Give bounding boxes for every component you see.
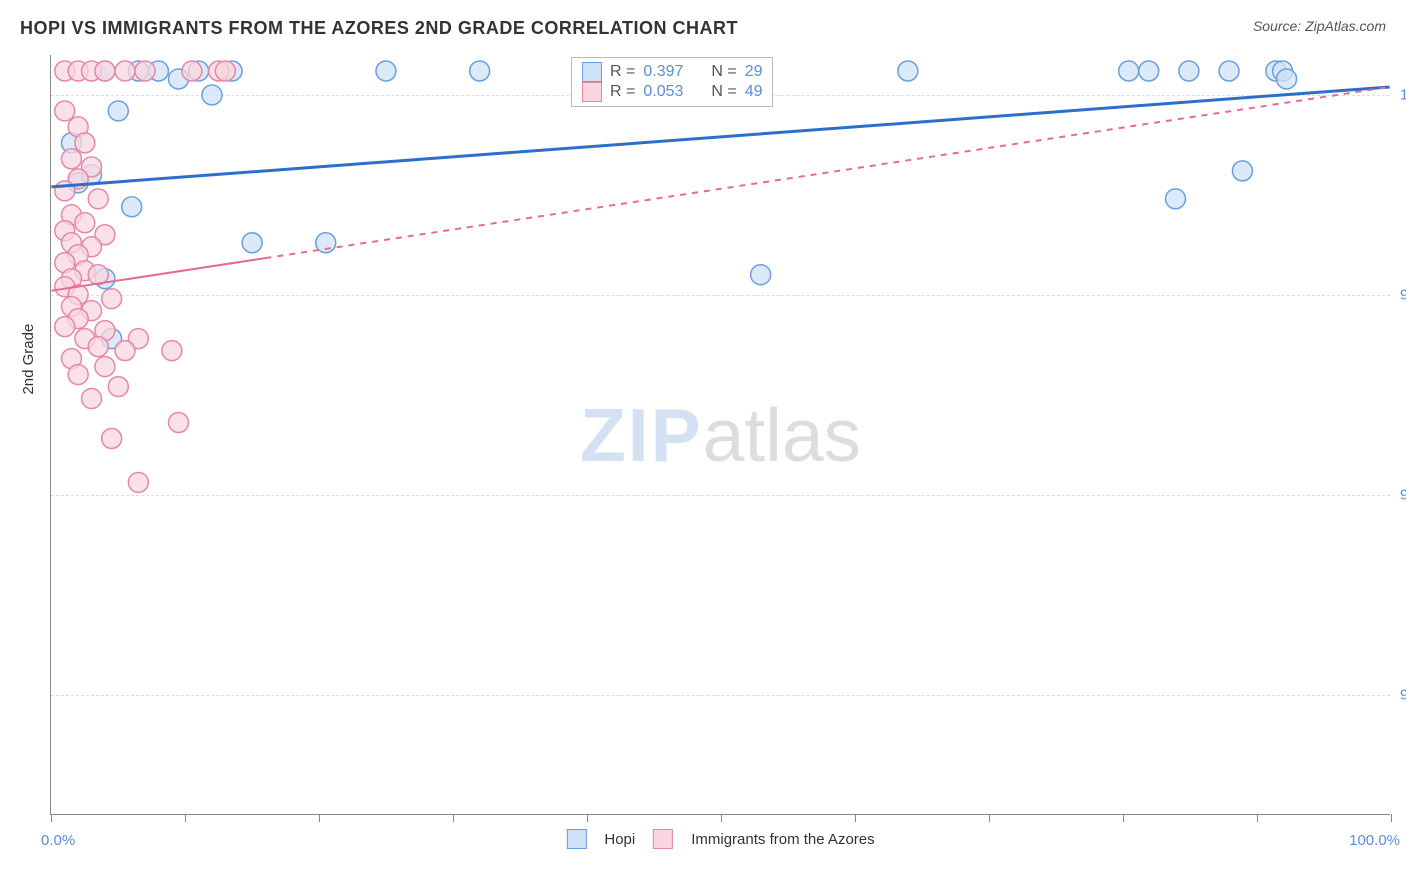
x-tick	[1123, 814, 1124, 822]
scatter-point	[182, 61, 202, 81]
scatter-point	[88, 337, 108, 357]
legend-n-label: N =	[711, 83, 736, 101]
scatter-point	[95, 61, 115, 81]
chart-header: HOPI VS IMMIGRANTS FROM THE AZORES 2ND G…	[0, 0, 1406, 47]
x-axis-min-label: 0.0%	[41, 832, 75, 849]
scatter-point	[55, 101, 75, 121]
x-axis-max-label: 100.0%	[1349, 832, 1400, 849]
series-legend: Hopi Immigrants from the Azores	[566, 829, 874, 849]
x-tick	[855, 814, 856, 822]
scatter-point	[1232, 161, 1252, 181]
scatter-point	[1277, 69, 1297, 89]
x-tick	[51, 814, 52, 822]
legend-label: Immigrants from the Azores	[691, 831, 874, 848]
scatter-point	[122, 197, 142, 217]
legend-r-value: 0.397	[643, 63, 703, 81]
legend-n-label: N =	[711, 63, 736, 81]
legend-r-label: R =	[610, 63, 635, 81]
scatter-point	[1179, 61, 1199, 81]
scatter-point	[470, 61, 490, 81]
scatter-point	[82, 389, 102, 409]
scatter-point	[215, 61, 235, 81]
legend-swatch	[653, 829, 673, 849]
scatter-point	[115, 341, 135, 361]
scatter-point	[1166, 189, 1186, 209]
scatter-point	[169, 413, 189, 433]
x-tick	[721, 814, 722, 822]
legend-n-value: 29	[745, 63, 763, 81]
y-tick-label: 97.5%	[1400, 287, 1406, 304]
y-tick-label: 100.0%	[1400, 87, 1406, 104]
scatter-point	[135, 61, 155, 81]
stats-legend-row: R = 0.053 N = 49	[582, 82, 762, 102]
legend-n-value: 49	[745, 83, 763, 101]
x-tick	[1257, 814, 1258, 822]
chart-source: Source: ZipAtlas.com	[1253, 18, 1386, 34]
x-tick	[587, 814, 588, 822]
y-axis-title: 2nd Grade	[20, 324, 37, 395]
plot-svg	[51, 55, 1390, 814]
x-tick	[453, 814, 454, 822]
scatter-point	[108, 377, 128, 397]
scatter-point	[68, 365, 88, 385]
scatter-point	[1119, 61, 1139, 81]
x-tick	[989, 814, 990, 822]
scatter-point	[75, 213, 95, 233]
scatter-point	[242, 233, 262, 253]
scatter-point	[202, 85, 222, 105]
stats-legend-row: R = 0.397 N = 29	[582, 62, 762, 82]
scatter-point	[61, 149, 81, 169]
scatter-point	[102, 429, 122, 449]
y-tick-label: 92.5%	[1400, 687, 1406, 704]
x-tick	[1391, 814, 1392, 822]
chart-title: HOPI VS IMMIGRANTS FROM THE AZORES 2ND G…	[20, 18, 738, 39]
trend-line	[265, 87, 1389, 258]
x-tick	[319, 814, 320, 822]
legend-swatch	[582, 82, 602, 102]
scatter-point	[162, 341, 182, 361]
stats-legend: R = 0.397 N = 29 R = 0.053 N = 49	[571, 57, 773, 107]
scatter-point	[128, 472, 148, 492]
scatter-point	[1219, 61, 1239, 81]
legend-r-value: 0.053	[643, 83, 703, 101]
y-tick-label: 95.0%	[1400, 487, 1406, 504]
scatter-point	[898, 61, 918, 81]
scatter-point	[88, 189, 108, 209]
chart-plot-area: ZIPatlas 100.0%97.5%95.0%92.5%0.0%100.0%…	[50, 55, 1390, 815]
scatter-point	[376, 61, 396, 81]
x-tick	[185, 814, 186, 822]
legend-label: Hopi	[604, 831, 635, 848]
legend-r-label: R =	[610, 83, 635, 101]
scatter-point	[108, 101, 128, 121]
legend-swatch	[566, 829, 586, 849]
scatter-point	[55, 317, 75, 337]
scatter-point	[115, 61, 135, 81]
scatter-point	[95, 357, 115, 377]
scatter-point	[1139, 61, 1159, 81]
scatter-point	[751, 265, 771, 285]
legend-swatch	[582, 62, 602, 82]
scatter-point	[75, 133, 95, 153]
scatter-point	[102, 289, 122, 309]
